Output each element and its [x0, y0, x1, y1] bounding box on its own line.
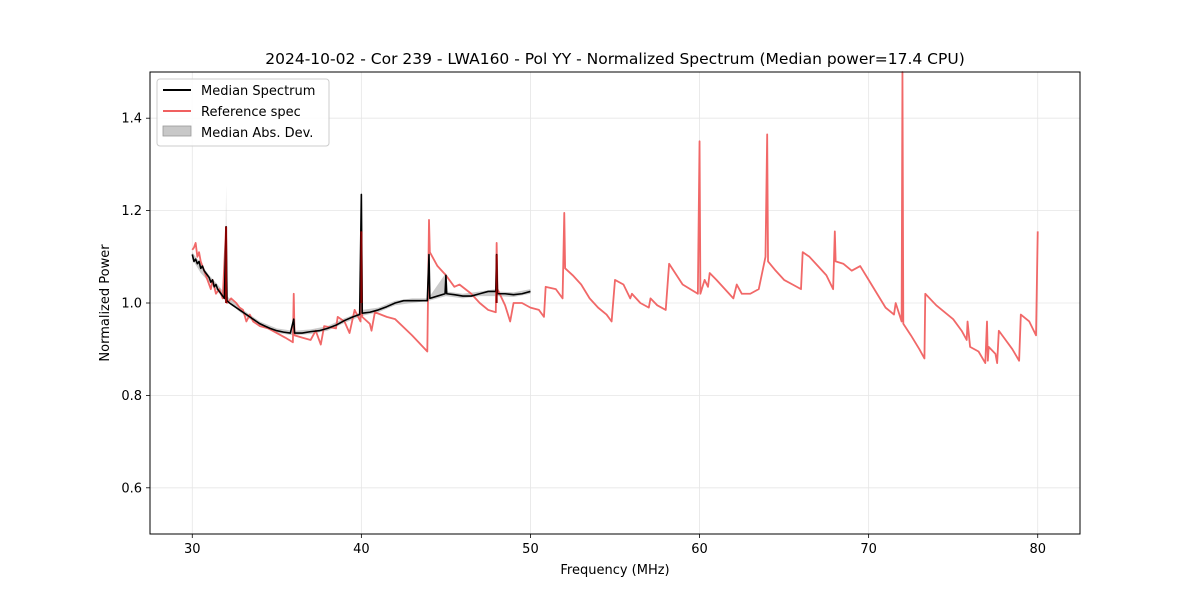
y-tick-label: 1.0: [121, 297, 142, 312]
y-axis-label: Normalized Power: [98, 244, 113, 362]
legend-swatch-median-abs-dev: [162, 125, 192, 137]
x-tick-label: 60: [691, 542, 708, 557]
x-axis-label: Frequency (MHz): [560, 563, 669, 578]
x-tick-label: 50: [522, 542, 539, 557]
y-tick-label: 0.6: [121, 481, 142, 496]
legend: Median Spectrum Reference spec Median Ab…: [156, 78, 330, 147]
chart-title: 2024-10-02 - Cor 239 - LWA160 - Pol YY -…: [265, 50, 965, 68]
y-tick-label: 1.4: [121, 112, 142, 127]
median-spectrum-line: [191, 193, 531, 334]
legend-label-median-spectrum: Median Spectrum: [201, 84, 315, 99]
y-tick-label: 0.8: [121, 389, 142, 404]
x-tick-label: 80: [1029, 542, 1046, 557]
x-tick-label: 40: [353, 542, 370, 557]
legend-label-reference-spec: Reference spec: [201, 105, 301, 120]
legend-frame: [156, 78, 330, 147]
series-layer: [191, 71, 1039, 364]
y-tick-label: 1.2: [121, 204, 142, 219]
legend-label-median-abs-dev: Median Abs. Dev.: [201, 126, 313, 141]
reference-spec-line: [191, 71, 1039, 364]
x-tick-label: 70: [860, 542, 877, 557]
tick-layer: 30 40 50 60 70 80 0.6 0.8 1.0 1.2 1.4: [121, 112, 1046, 557]
x-tick-label: 30: [184, 542, 201, 557]
